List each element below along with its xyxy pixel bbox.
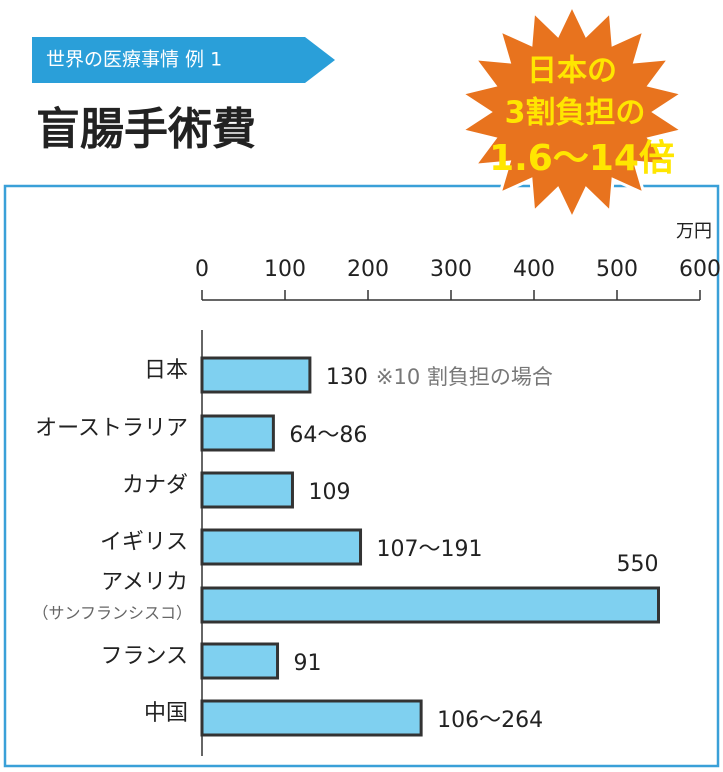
value-label: 107～191 bbox=[377, 537, 483, 562]
value-label: 130 bbox=[326, 365, 368, 390]
frame bbox=[3, 184, 720, 768]
chart-title: 盲腸手術費 bbox=[36, 104, 256, 155]
value-note: ※10 割負担の場合 bbox=[376, 365, 553, 389]
bar bbox=[200, 642, 280, 680]
tag-shape bbox=[32, 37, 335, 83]
bar bbox=[200, 356, 312, 394]
x-tick-label: 100 bbox=[264, 257, 306, 282]
x-tick-label: 300 bbox=[430, 257, 472, 282]
bar bbox=[200, 699, 423, 737]
bar bbox=[200, 586, 660, 624]
tag: 世界の医療事情 例 1 bbox=[46, 49, 222, 71]
unit-label: 万円 bbox=[676, 221, 712, 242]
value-label: 109 bbox=[308, 480, 350, 505]
y-tick-label: カナダ bbox=[122, 473, 188, 498]
x-tick-label: 600 bbox=[679, 257, 721, 282]
x-tick-label: 0 bbox=[195, 257, 209, 282]
category-note: （サンフランシスコ） bbox=[32, 604, 192, 623]
y-tick-label: フランス bbox=[100, 644, 188, 669]
value-label: 64～86 bbox=[289, 423, 367, 448]
x-tick-label: 500 bbox=[596, 257, 638, 282]
value-label: 106～264 bbox=[437, 708, 543, 733]
y-tick-label: オーストラリア bbox=[35, 416, 188, 441]
badge-burst bbox=[457, 2, 687, 222]
badge-line: 1.6～14倍 bbox=[489, 138, 675, 179]
x-tick-label: 200 bbox=[347, 257, 389, 282]
x-tick-label: 400 bbox=[513, 257, 555, 282]
value-label: 91 bbox=[294, 651, 322, 676]
value-label: 550 bbox=[617, 552, 659, 577]
badge-line: 3割負担の bbox=[505, 96, 646, 131]
y-tick-label: イギリス bbox=[100, 530, 188, 555]
bar bbox=[200, 471, 294, 509]
y-tick-label: アメリカ bbox=[101, 570, 188, 595]
y-tick-label: 中国 bbox=[144, 701, 188, 726]
bar bbox=[200, 414, 275, 452]
y-tick-label: 日本 bbox=[144, 358, 188, 383]
bar bbox=[200, 528, 363, 566]
badge-line: 日本の bbox=[527, 54, 617, 89]
